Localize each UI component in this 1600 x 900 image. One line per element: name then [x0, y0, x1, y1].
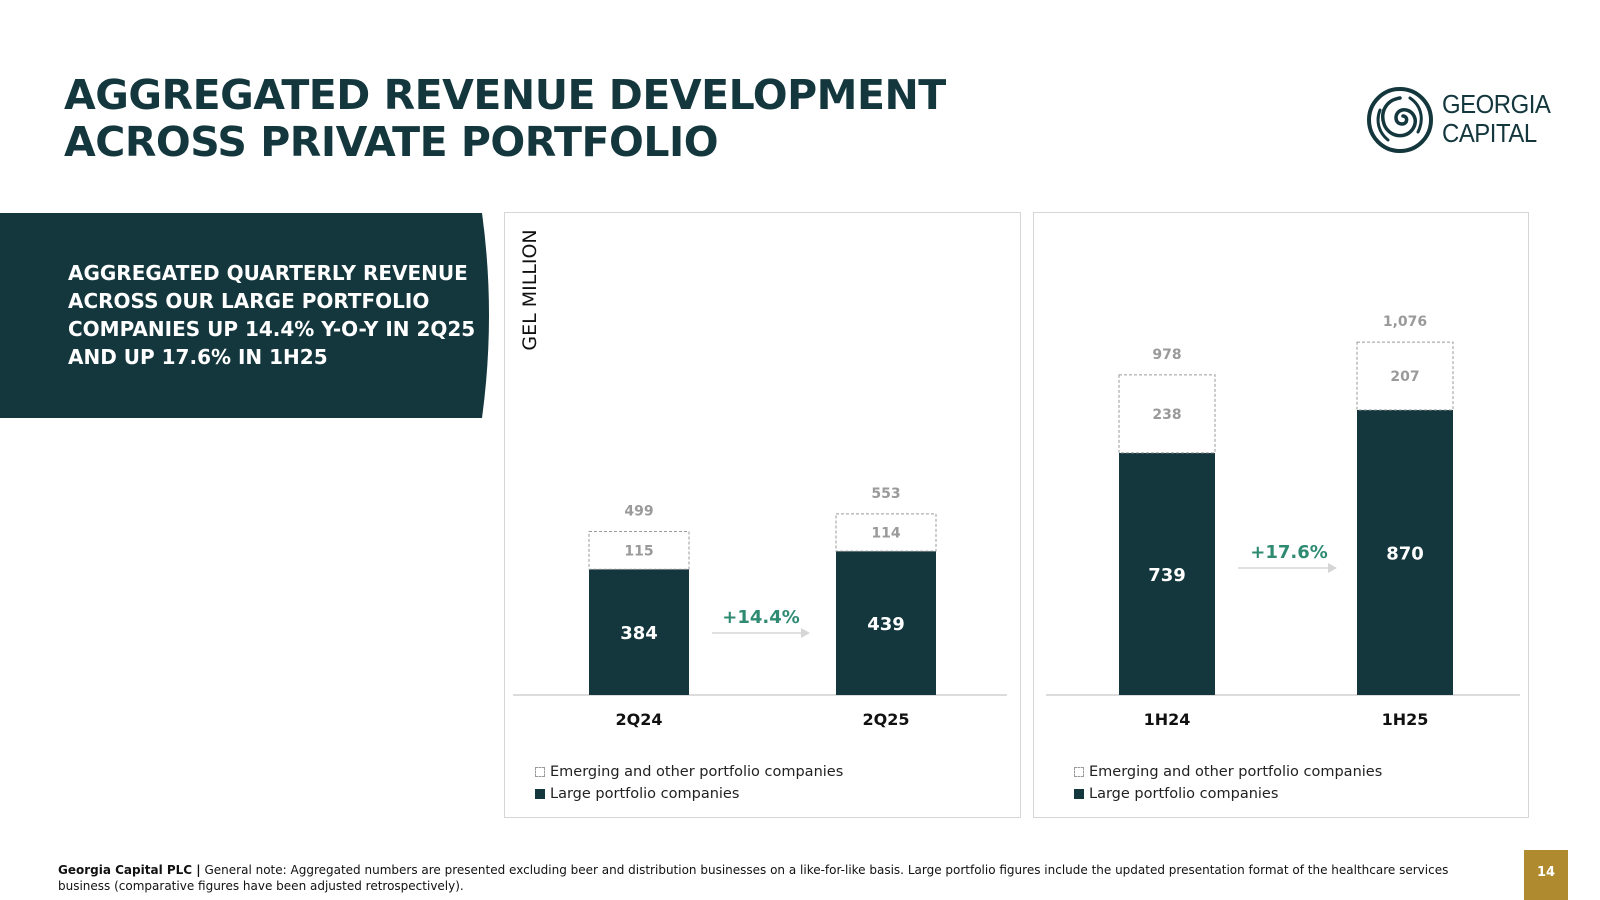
legend-swatch-emerging [535, 767, 545, 777]
highlight-callout: AGGREGATED QUARTERLY REVENUE ACROSS OUR … [0, 213, 492, 418]
legend-quarterly: Emerging and other portfolio companies L… [535, 761, 843, 805]
chart-panel-quarterly: 384 115 499 2Q24 439 114 553 2Q25 +14.4% Emergin… [504, 212, 1021, 818]
logo-emblem-icon [1367, 87, 1433, 153]
legend-item-emerging: Emerging and other portfolio companies [535, 761, 843, 783]
footnote-note: General note: Aggregated numbers are pre… [58, 863, 1449, 893]
quarterly-revenue-chart: 384 115 499 2Q24 439 114 553 2Q25 +14.4% [513, 486, 1007, 729]
half-year-revenue-chart: 739 238 978 1H24 870 207 1,076 1H25 +17.6% [1046, 314, 1520, 729]
category-label-1H25: 1H25 [1382, 710, 1429, 729]
legend-swatch-large [535, 789, 545, 799]
bar-emerging-1H24 [1118, 374, 1216, 454]
data-label-total-1H25: 1,076 [1383, 314, 1427, 330]
bar-large-1H25 [1357, 409, 1453, 695]
bar-large-2Q24 [589, 569, 689, 695]
data-label-total-2Q25: 553 [871, 486, 900, 502]
growth-label: +17.6% [1250, 542, 1328, 563]
data-label-emerging-1H24: 238 [1152, 407, 1181, 423]
legend-item-large: Large portfolio companies [1074, 783, 1382, 805]
bar-large-1H24 [1119, 452, 1215, 695]
data-label-large-2Q25: 439 [867, 614, 905, 635]
logo-wordmark: GEORGIA CAPITAL [1442, 89, 1551, 148]
data-label-emerging-1H25: 207 [1390, 369, 1419, 385]
data-label-large-2Q24: 384 [620, 623, 658, 644]
bar-large-2Q25 [836, 551, 936, 695]
legend-label-large: Large portfolio companies [550, 786, 740, 802]
georgia-capital-logo: GEORGIA CAPITAL [1366, 84, 1566, 156]
legend-label-emerging: Emerging and other portfolio companies [1089, 764, 1383, 780]
data-label-emerging-2Q25: 114 [871, 526, 900, 542]
legend-swatch-emerging [1074, 767, 1084, 777]
growth-label: +14.4% [722, 607, 800, 628]
category-label-1H24: 1H24 [1144, 710, 1191, 729]
legend-item-emerging: Emerging and other portfolio companies [1074, 761, 1382, 783]
bar-emerging-2Q24 [588, 531, 690, 570]
legend-swatch-large [1074, 789, 1084, 799]
callout-text: AGGREGATED QUARTERLY REVENUE ACROSS OUR … [68, 261, 476, 369]
footnote-company: Georgia Capital PLC | [58, 863, 201, 877]
callout-background [0, 213, 489, 418]
category-label-2Q24: 2Q24 [616, 710, 663, 729]
data-label-total-2Q24: 499 [624, 504, 653, 520]
data-label-large-1H24: 739 [1148, 565, 1186, 586]
chart-panel-half-year: 739 238 978 1H24 870 207 1,076 1H25 +17.6% Emerg… [1033, 212, 1529, 818]
logo-line2: CAPITAL [1442, 118, 1537, 148]
bar-emerging-1H25 [1356, 341, 1454, 411]
category-label-2Q25: 2Q25 [863, 710, 910, 729]
page-title-line2: ACROSS PRIVATE PORTFOLIO [64, 118, 719, 166]
logo-line1: GEORGIA [1442, 89, 1551, 119]
page-title-line1: AGGREGATED REVENUE DEVELOPMENT [64, 71, 946, 119]
growth-arrow-head-icon [1328, 563, 1337, 573]
legend-label-large: Large portfolio companies [1089, 786, 1279, 802]
footnote: Georgia Capital PLC | General note: Aggr… [58, 862, 1498, 894]
page-title: AGGREGATED REVENUE DEVELOPMENT ACROSS PR… [64, 72, 946, 166]
legend-half-year: Emerging and other portfolio companies L… [1074, 761, 1382, 805]
data-label-emerging-2Q24: 115 [624, 543, 653, 559]
page-number: 14 [1524, 850, 1568, 900]
data-label-large-1H25: 870 [1386, 543, 1424, 564]
y-axis-label: GEL MILLION [519, 229, 541, 351]
bar-emerging-2Q25 [835, 513, 937, 552]
legend-label-emerging: Emerging and other portfolio companies [550, 764, 844, 780]
data-label-total-1H24: 978 [1152, 347, 1181, 363]
growth-arrow-head-icon [801, 628, 810, 638]
legend-item-large: Large portfolio companies [535, 783, 843, 805]
